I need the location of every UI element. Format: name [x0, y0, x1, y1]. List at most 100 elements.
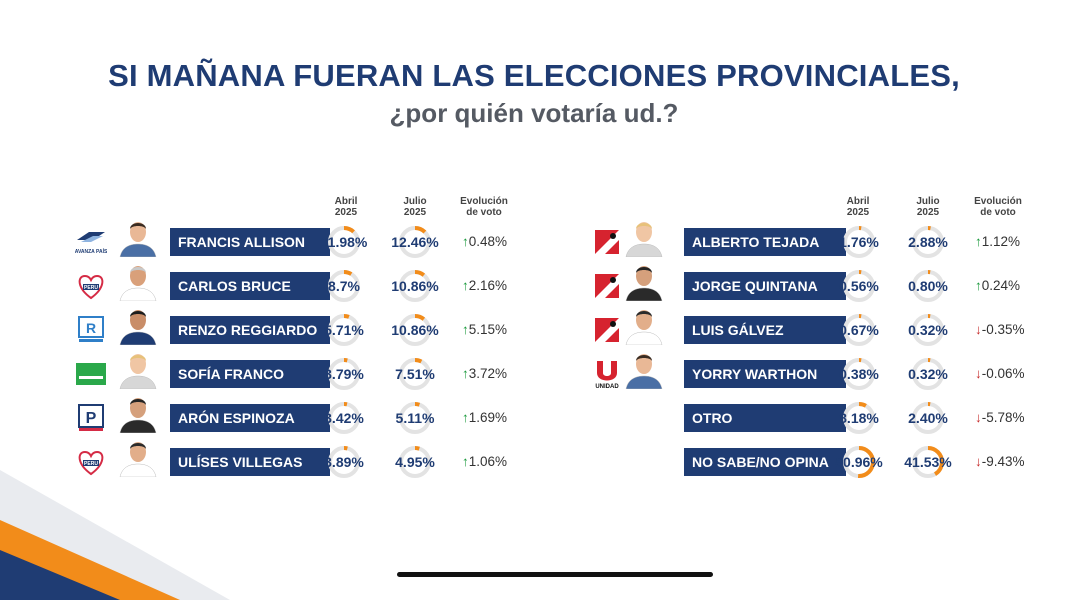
arrow-down-icon: ↓	[975, 322, 982, 337]
abril-value: 8.7%	[328, 278, 360, 294]
arrow-up-icon: ↑	[975, 234, 982, 249]
julio-value: 10.86%	[391, 322, 439, 338]
svg-text:UNIDAD: UNIDAD	[595, 384, 619, 389]
candidate-name: OTRO	[692, 410, 733, 426]
candidate-name-bar: SOFÍA FRANCO	[170, 360, 330, 388]
candidate-name: NO SABE/NO OPINA	[692, 454, 829, 470]
julio-donut	[910, 268, 946, 304]
evolucion-value: ↑0.48%	[462, 234, 507, 249]
julio-value: 5.11%	[395, 410, 435, 426]
julio-value: 10.86%	[391, 278, 439, 294]
julio-donut	[910, 444, 946, 480]
arrow-down-icon: ↓	[975, 454, 982, 469]
candidate-name: SOFÍA FRANCO	[178, 366, 285, 382]
julio-donut	[397, 356, 433, 392]
evolucion-text: -0.35%	[981, 322, 1025, 337]
corner-decoration	[0, 470, 230, 600]
evolucion-text: 2.16%	[468, 278, 508, 293]
candidate-name-bar: CARLOS BRUCE	[170, 272, 330, 300]
abril-value: 11.98%	[320, 234, 368, 250]
somos-peru-logo: PERU	[74, 271, 108, 301]
abril-value: 0.56%	[839, 278, 879, 294]
evolucion-value: ↑3.72%	[462, 366, 507, 381]
arrow-down-icon: ↓	[975, 410, 982, 425]
candidate-photo	[116, 259, 160, 301]
abril-donut	[841, 444, 877, 480]
col-julio-text: Julio 2025	[403, 196, 427, 218]
col-julio-text: Julio 2025	[916, 196, 940, 218]
abril-donut	[326, 356, 362, 392]
abril-donut	[841, 268, 877, 304]
candidate-row: UNIDAD YORRY WARTHON 0.38% 0.32% ↓-0.06%	[0, 347, 1068, 392]
candidate-photo	[622, 215, 666, 257]
candidate-name-bar: FRANCIS ALLISON	[170, 228, 330, 256]
candidate-photo	[116, 303, 160, 345]
evolucion-text: 1.12%	[981, 234, 1021, 249]
abril-value: 0.38%	[839, 366, 879, 382]
candidate-row: OTRO 8.18% 2.40% ↓-5.78%	[0, 400, 1068, 436]
col-header-evolucion-left: Evolución de voto	[452, 196, 516, 218]
svg-text:PERU: PERU	[84, 285, 98, 291]
abril-donut	[326, 312, 362, 348]
candidate-name-bar: ARÓN ESPINOZA	[170, 404, 330, 432]
evolucion-value: ↓-0.35%	[975, 322, 1025, 337]
arrow-up-icon: ↑	[462, 278, 469, 293]
candidate-photo	[622, 303, 666, 345]
candidate-name-bar: OTRO	[684, 404, 846, 432]
candidate-name: JORGE QUINTANA	[692, 278, 818, 294]
arrow-down-icon: ↓	[975, 366, 982, 381]
candidate-photo	[622, 347, 666, 389]
candidate-name: CARLOS BRUCE	[178, 278, 291, 294]
evolucion-value: ↑1.12%	[975, 234, 1020, 249]
julio-value: 0.32%	[908, 322, 948, 338]
julio-donut	[397, 312, 433, 348]
unidad-logo: UNIDAD	[590, 359, 624, 389]
evolucion-text: 1.06%	[468, 454, 508, 469]
col-header-julio-right: Julio 2025	[906, 196, 950, 218]
col-header-abril-left: Abril 2025	[324, 196, 368, 218]
title-line-2: ¿por quién votaría ud.?	[389, 98, 679, 128]
julio-donut	[397, 400, 433, 436]
candidate-name-bar: ALBERTO TEJADA	[684, 228, 846, 256]
col-header-abril-right: Abril 2025	[836, 196, 880, 218]
abril-donut	[841, 356, 877, 392]
evolucion-text: 0.24%	[981, 278, 1021, 293]
evolucion-text: 0.48%	[468, 234, 508, 249]
col-abril-text: Abril 2025	[846, 196, 870, 218]
p-party-logo: P	[74, 403, 108, 433]
logo-text: AVANZA PAÍS	[75, 247, 107, 255]
arrow-up-icon: ↑	[462, 410, 469, 425]
candidate-row: AVANZA PAÍS FRANCIS ALLISON 11.98% 12.46% ↑0…	[0, 215, 1068, 258]
evolucion-value: ↓-9.43%	[975, 454, 1025, 469]
evolucion-text: -9.43%	[981, 454, 1025, 469]
abril-value: 3.89%	[324, 454, 364, 470]
candidate-row: ALBERTO TEJADA 1.76% 2.88% ↑1.12%	[0, 215, 1068, 260]
julio-donut	[910, 312, 946, 348]
arrow-up-icon: ↑	[975, 278, 982, 293]
candidate-row: PERU ULÍSES VILLEGAS 3.89% 4.95% ↑1.06%	[0, 435, 1068, 478]
red-white-party-logo	[590, 271, 624, 301]
candidate-name-bar: NO SABE/NO OPINA	[684, 448, 846, 476]
evolucion-text: 1.69%	[468, 410, 508, 425]
arrow-up-icon: ↑	[462, 322, 469, 337]
candidate-row: R RENZO REGGIARDO 5.71% 10.86% ↑5.15%	[0, 303, 1068, 348]
candidate-name-bar: ULÍSES VILLEGAS	[170, 448, 330, 476]
candidate-row: LUIS GÁLVEZ 0.67% 0.32% ↓-0.35%	[0, 303, 1068, 348]
red-white-party-logo	[590, 315, 624, 345]
abril-donut	[326, 268, 362, 304]
julio-donut	[910, 224, 946, 260]
evolucion-value: ↓-5.78%	[975, 410, 1025, 425]
candidate-name-bar: RENZO REGGIARDO	[170, 316, 330, 344]
julio-donut	[397, 268, 433, 304]
candidate-photo	[116, 391, 160, 433]
abril-value: 8.18%	[839, 410, 879, 426]
arrow-up-icon: ↑	[462, 366, 469, 381]
candidate-photo	[622, 259, 666, 301]
candidate-name: ARÓN ESPINOZA	[178, 410, 295, 426]
julio-value: 12.46%	[391, 234, 439, 250]
julio-value: 0.80%	[908, 278, 948, 294]
julio-value: 2.88%	[908, 234, 948, 250]
abril-donut	[841, 400, 877, 436]
svg-text:R: R	[86, 320, 96, 336]
green-party-logo	[74, 359, 108, 389]
